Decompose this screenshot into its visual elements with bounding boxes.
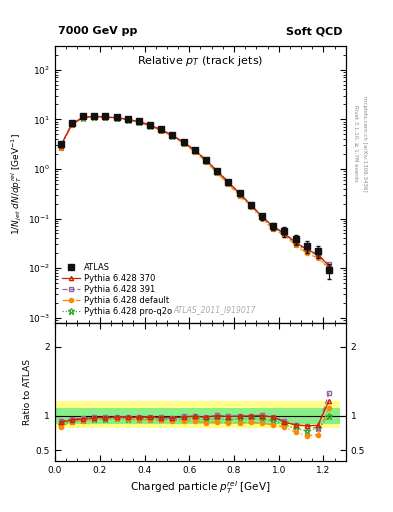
Y-axis label: $1/N_{jet}$ $dN/dp_T^{rel}$ [GeV$^{-1}$]: $1/N_{jet}$ $dN/dp_T^{rel}$ [GeV$^{-1}$]: [9, 134, 24, 235]
Text: mcplots.cern.ch [arXiv:1306.3436]: mcplots.cern.ch [arXiv:1306.3436]: [362, 96, 367, 191]
X-axis label: Charged particle $p_T^{rel}$ [GeV]: Charged particle $p_T^{rel}$ [GeV]: [130, 479, 271, 496]
Legend: ATLAS, Pythia 6.428 370, Pythia 6.428 391, Pythia 6.428 default, Pythia 6.428 pr: ATLAS, Pythia 6.428 370, Pythia 6.428 39…: [59, 260, 175, 318]
Text: Soft QCD: Soft QCD: [286, 27, 343, 36]
Text: 7000 GeV pp: 7000 GeV pp: [58, 27, 137, 36]
Text: Rivet 3.1.10, ≥ 1.7M events: Rivet 3.1.10, ≥ 1.7M events: [354, 105, 359, 182]
Y-axis label: Ratio to ATLAS: Ratio to ATLAS: [23, 359, 31, 424]
Text: ATLAS_2011_I919017: ATLAS_2011_I919017: [174, 305, 256, 314]
Text: Relative $p_T$ (track jets): Relative $p_T$ (track jets): [137, 54, 264, 69]
